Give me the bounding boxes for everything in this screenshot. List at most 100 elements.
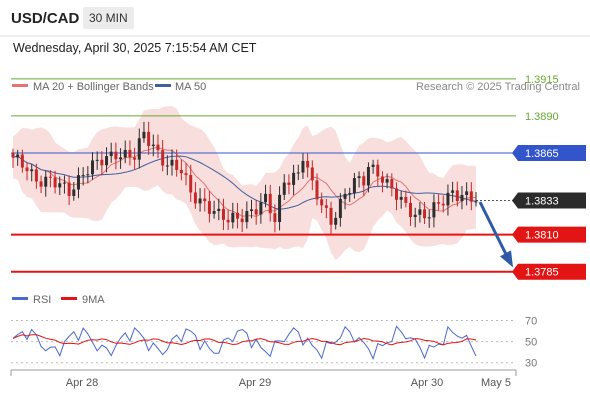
- level-label: 1.3865: [525, 148, 559, 160]
- candle-body: [231, 212, 235, 223]
- candle-body: [123, 149, 127, 158]
- last-price-label: 1.3833: [525, 196, 559, 208]
- candle-body: [240, 218, 244, 223]
- level-tag: [512, 263, 586, 280]
- candle-body: [362, 176, 366, 186]
- x-tick-label: Apr 30: [411, 377, 443, 389]
- candle-body: [198, 198, 202, 204]
- level-label: 1.3785: [525, 267, 559, 279]
- candle-body: [320, 199, 324, 206]
- candle-body: [105, 156, 109, 166]
- level-label: 1.3890: [525, 111, 559, 123]
- candle-body: [343, 193, 347, 199]
- candle-body: [348, 193, 352, 195]
- candle-body: [184, 173, 188, 176]
- candle-body: [357, 176, 361, 179]
- candle-body: [39, 181, 43, 187]
- candle-body: [161, 150, 165, 166]
- candle-body: [81, 175, 85, 177]
- candle-body: [399, 197, 403, 200]
- candle-body: [366, 166, 370, 186]
- candle-body: [404, 197, 408, 203]
- candle-body: [324, 205, 328, 208]
- candle-body: [334, 217, 338, 225]
- candle-body: [34, 169, 38, 182]
- candle-body: [282, 182, 286, 195]
- candle-body: [44, 176, 48, 187]
- candle-body: [86, 174, 90, 176]
- candle-body: [109, 151, 113, 157]
- candle-body: [259, 202, 263, 215]
- legend-9ma-label: 9MA: [82, 294, 105, 306]
- x-tick-label: Apr 29: [239, 377, 271, 389]
- x-tick-label: May 5: [481, 377, 511, 389]
- candle-body: [11, 153, 15, 158]
- symbol-label: USD/CAD: [11, 10, 80, 27]
- candle-body: [133, 157, 137, 160]
- candle-body: [254, 209, 258, 215]
- rsi-tick-label: 70: [525, 315, 537, 327]
- candle-body: [91, 160, 95, 175]
- timeframe-button[interactable]: 30 MIN: [83, 7, 134, 29]
- candle-body: [455, 190, 459, 202]
- candle-body: [437, 202, 441, 204]
- candle-body: [175, 159, 179, 170]
- candle-body: [441, 203, 445, 206]
- candle-body: [474, 201, 478, 203]
- candles: [11, 121, 478, 234]
- candle-body: [427, 217, 431, 219]
- candle-body: [423, 209, 427, 219]
- candle-body: [76, 175, 80, 190]
- price-legend: MA 20 + Bollinger Bands MA 50 Research ©…: [12, 81, 580, 93]
- legend-rsi-swatch: [12, 297, 28, 300]
- candle-body: [306, 160, 310, 168]
- rsi-panel: 70 50 30: [11, 315, 537, 370]
- candle-body: [329, 207, 333, 225]
- candle-body: [53, 177, 57, 188]
- bollinger-band: [13, 106, 476, 261]
- candle-body: [409, 202, 413, 218]
- candle-body: [189, 175, 193, 193]
- header-bar: USD/CAD 30 MIN: [0, 0, 590, 38]
- candle-body: [376, 164, 380, 177]
- bollinger-band-fill: [13, 106, 476, 261]
- candle-body: [217, 208, 221, 212]
- candle-body: [296, 172, 300, 174]
- candle-body: [128, 149, 132, 158]
- candle-body: [301, 160, 305, 173]
- candle-body: [67, 182, 71, 196]
- candle-body: [58, 183, 62, 188]
- candle-body: [207, 201, 211, 214]
- ma20-line: [12, 146, 477, 217]
- moving-averages: [12, 146, 477, 217]
- legend-ma50-label: MA 50: [175, 81, 206, 93]
- candle-body: [380, 176, 384, 183]
- candle-body: [235, 212, 239, 219]
- level-label: 1.3810: [525, 230, 559, 242]
- candle-body: [100, 159, 104, 166]
- candle-body: [147, 131, 151, 146]
- candle-body: [151, 144, 155, 146]
- candle-body: [338, 198, 342, 218]
- candle-body: [156, 144, 160, 151]
- candle-body: [137, 138, 141, 160]
- candle-body: [273, 213, 277, 222]
- rsi-tick-label: 50: [525, 337, 537, 349]
- candle-body: [394, 188, 398, 200]
- candle-body: [278, 194, 282, 222]
- candle-body: [30, 169, 34, 172]
- candle-body: [390, 179, 394, 189]
- rsi-legend: RSI 9MA: [12, 294, 105, 306]
- candle-body: [469, 191, 473, 202]
- candle-body: [315, 180, 319, 200]
- candle-body: [268, 193, 272, 214]
- rsi-tick-label: 30: [525, 358, 537, 370]
- candle-body: [20, 154, 24, 168]
- candle-body: [413, 214, 417, 218]
- rsi-ma-line: [12, 334, 477, 346]
- candle-body: [16, 154, 20, 158]
- candle-body: [418, 209, 422, 215]
- candle-body: [212, 211, 216, 214]
- candle-body: [221, 208, 225, 220]
